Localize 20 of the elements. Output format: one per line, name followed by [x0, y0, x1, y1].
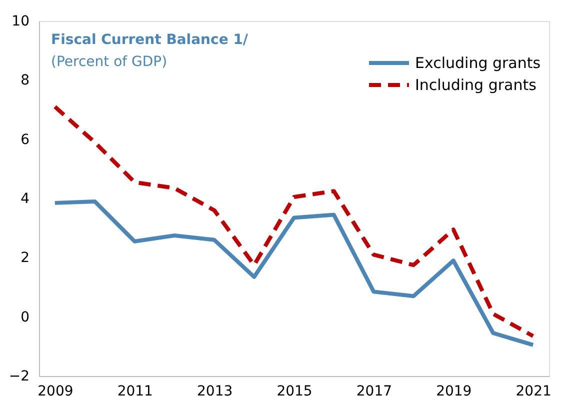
x-tick-label: 2011 — [117, 384, 153, 400]
x-tick-label: 2021 — [516, 384, 552, 400]
y-tick-label: −2 — [8, 368, 30, 384]
x-tick-label: 2015 — [276, 384, 312, 400]
y-tick-label: 0 — [20, 309, 30, 326]
line-series — [52, 199, 536, 347]
text: (Percent of GDP) — [51, 54, 168, 70]
line-series — [52, 104, 536, 338]
y-tick-label: 2 — [20, 250, 30, 266]
x-tick-label: 2017 — [356, 384, 392, 400]
y-tick-label: 4 — [20, 191, 30, 207]
x-tick-label: 2009 — [38, 384, 74, 400]
x-tick-label: 2019 — [436, 384, 472, 400]
y-tick-label: 6 — [20, 132, 30, 148]
y-tick-label: 10 — [12, 14, 30, 30]
legend-label: Excluding grants — [415, 54, 541, 72]
text: Fiscal Current Balance 1/ — [51, 32, 249, 48]
legend-label: Including grants — [415, 76, 537, 94]
x-tick-label: 2013 — [196, 384, 233, 400]
y-tick-label: 8 — [20, 72, 30, 89]
